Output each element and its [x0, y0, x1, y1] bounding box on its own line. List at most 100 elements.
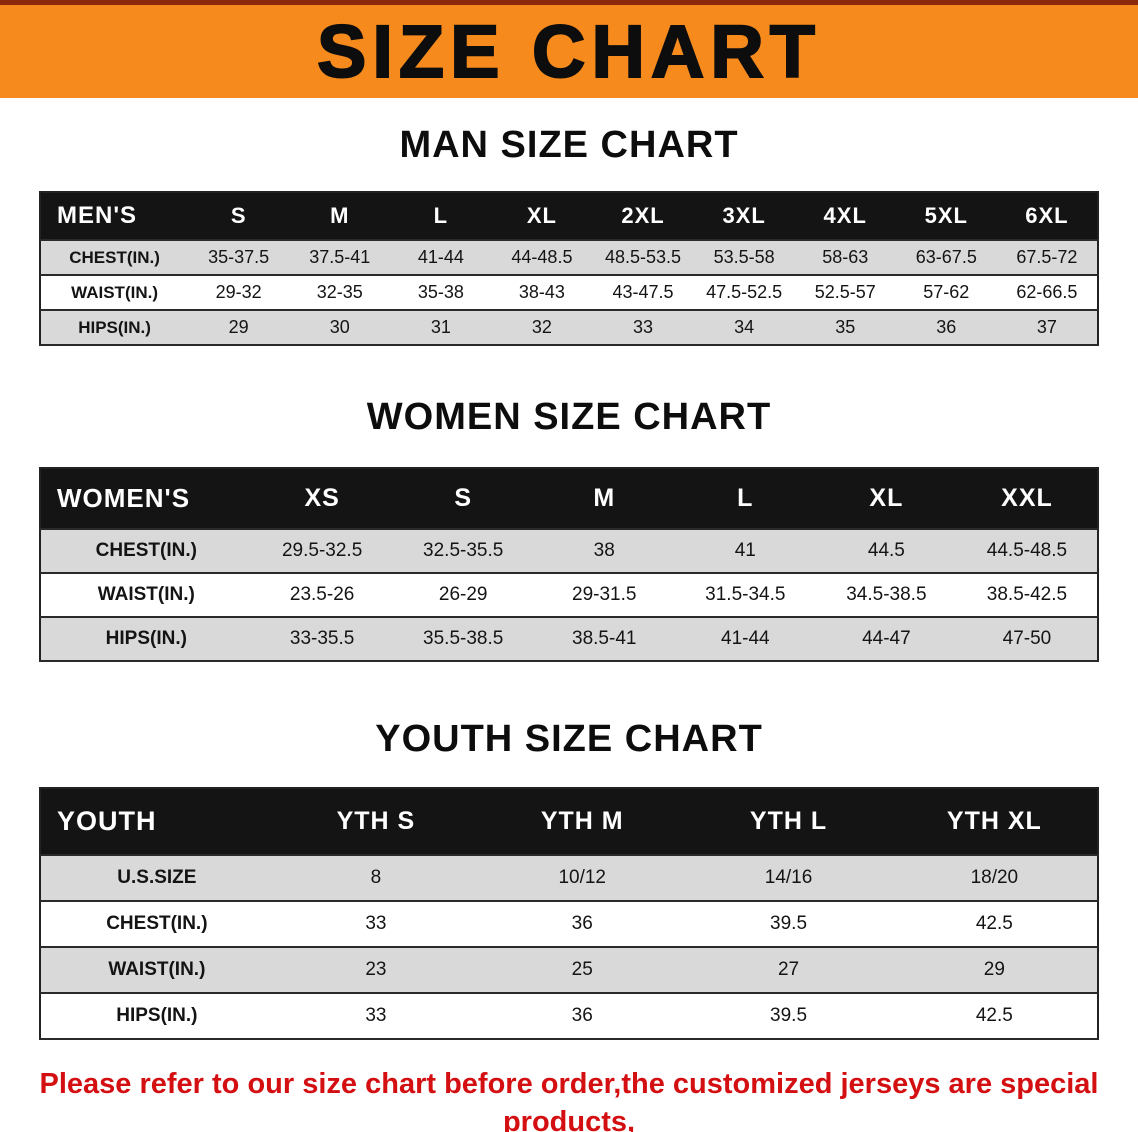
table-row: WAIST(IN.) 23.5-26 26-29 29-31.5 31.5-34.5 34… — [40, 572, 1098, 618]
size-value-cell: 42.5 — [891, 900, 1098, 948]
size-column-header: XS — [304, 484, 340, 512]
size-column-header: XXL — [1001, 484, 1053, 512]
size-column-header: M — [593, 484, 616, 512]
row-label-cell: HIPS(IN.) — [40, 309, 189, 346]
table-row: HIPS(IN.) 33 36 39.5 42.5 — [40, 992, 1098, 1040]
size-value-cell: 36 — [479, 992, 686, 1040]
size-value-cell: 42.5 — [891, 992, 1098, 1040]
youth-size-section: YOUTH SIZE CHART YOUTH YTH S YTH M YTH L YTH… — [0, 718, 1138, 1040]
size-value-cell: 41-44 — [674, 616, 816, 662]
size-value-cell: 10/12 — [479, 854, 686, 902]
size-value-cell: 23.5-26 — [251, 572, 393, 618]
size-value-cell: 38 — [533, 528, 675, 574]
size-value-cell: 33 — [272, 900, 480, 948]
size-value-cell: 18/20 — [891, 854, 1098, 902]
row-label-cell: WAIST(IN.) — [40, 946, 273, 994]
row-label-cell: U.S.SIZE — [40, 854, 273, 902]
size-value-cell: 35-37.5 — [188, 239, 290, 276]
size-value-cell: 44.5-48.5 — [956, 528, 1098, 574]
footer-notice-line1: Please refer to our size chart before or… — [39, 1068, 1099, 1132]
women-chart-heading: WOMEN SIZE CHART — [366, 396, 772, 438]
size-value-cell: 41-44 — [390, 239, 492, 276]
size-value-cell: 36 — [479, 900, 686, 948]
size-value-cell: 33 — [272, 992, 480, 1040]
table-title-cell: WOMEN'S — [57, 483, 191, 513]
row-label-cell: HIPS(IN.) — [40, 992, 273, 1040]
size-value-cell: 53.5-58 — [693, 239, 795, 276]
size-value-cell: 43-47.5 — [592, 274, 694, 311]
size-value-cell: 44-47 — [815, 616, 957, 662]
size-column-header: XL — [869, 484, 904, 512]
size-value-cell: 33 — [592, 309, 694, 346]
size-column-header: XL — [526, 203, 557, 228]
size-value-cell: 58-63 — [794, 239, 896, 276]
size-value-cell: 32-35 — [289, 274, 391, 311]
size-value-cell: 32.5-35.5 — [392, 528, 534, 574]
size-column-header: YTH S — [336, 807, 416, 835]
size-column-header: L — [433, 203, 449, 228]
table-header-row: MEN'S S M L XL 2XL 3XL 4XL 5XL 6XL — [40, 192, 1098, 240]
size-value-cell: 8 — [272, 854, 480, 902]
size-value-cell: 34 — [693, 309, 795, 346]
youth-size-table: YOUTH YTH S YTH M YTH L YTH XL U.S.SIZE 8 10/12… — [39, 787, 1099, 1040]
size-value-cell: 14/16 — [685, 854, 892, 902]
size-column-header: YTH M — [540, 807, 624, 835]
size-value-cell: 31.5-34.5 — [674, 572, 816, 618]
size-value-cell: 39.5 — [685, 900, 892, 948]
size-value-cell: 33-35.5 — [251, 616, 393, 662]
size-value-cell: 38-43 — [491, 274, 593, 311]
row-label-cell: CHEST(IN.) — [40, 239, 189, 276]
size-value-cell: 30 — [289, 309, 391, 346]
table-row: CHEST(IN.) 35-37.5 37.5-41 41-44 44-48.5 48.5… — [40, 239, 1098, 276]
size-value-cell: 35.5-38.5 — [392, 616, 534, 662]
banner: SIZE CHART — [0, 0, 1138, 98]
size-value-cell: 52.5-57 — [794, 274, 896, 311]
size-value-cell: 27 — [685, 946, 892, 994]
table-title-cell: MEN'S — [57, 202, 138, 229]
size-value-cell: 23 — [272, 946, 480, 994]
size-column-header: S — [454, 484, 473, 512]
row-label-cell: WAIST(IN.) — [40, 572, 252, 618]
size-value-cell: 38.5-42.5 — [956, 572, 1098, 618]
row-label-cell: CHEST(IN.) — [40, 900, 273, 948]
size-value-cell: 47-50 — [956, 616, 1098, 662]
size-value-cell: 29 — [188, 309, 290, 346]
banner-title: SIZE CHART — [316, 9, 821, 93]
footer-notice: Please refer to our size chart before or… — [0, 1066, 1138, 1132]
size-value-cell: 47.5-52.5 — [693, 274, 795, 311]
table-row: U.S.SIZE 8 10/12 14/16 18/20 — [40, 854, 1098, 902]
row-label-cell: CHEST(IN.) — [40, 528, 252, 574]
size-value-cell: 35 — [794, 309, 896, 346]
size-value-cell: 26-29 — [392, 572, 534, 618]
size-column-header: 5XL — [924, 203, 968, 228]
table-header-row: YOUTH YTH S YTH M YTH L YTH XL — [40, 788, 1098, 855]
size-value-cell: 31 — [390, 309, 492, 346]
size-value-cell: 39.5 — [685, 992, 892, 1040]
table-row: HIPS(IN.) 29 30 31 32 33 34 35 36 37 — [40, 309, 1098, 346]
table-header-row: WOMEN'S XS S M L XL XXL — [40, 468, 1098, 529]
size-column-header: L — [737, 484, 754, 512]
size-value-cell: 29 — [891, 946, 1098, 994]
size-column-header: YTH L — [749, 807, 828, 835]
size-value-cell: 63-67.5 — [895, 239, 997, 276]
table-title-cell: YOUTH — [57, 806, 157, 836]
table-row: CHEST(IN.) 29.5-32.5 32.5-35.5 38 41 44.5 44.5… — [40, 528, 1098, 574]
size-column-header: 2XL — [621, 203, 665, 228]
size-value-cell: 44-48.5 — [491, 239, 593, 276]
size-column-header: S — [230, 203, 247, 228]
size-value-cell: 62-66.5 — [996, 274, 1098, 311]
size-value-cell: 57-62 — [895, 274, 997, 311]
size-value-cell: 44.5 — [815, 528, 957, 574]
size-value-cell: 34.5-38.5 — [815, 572, 957, 618]
size-value-cell: 38.5-41 — [533, 616, 675, 662]
size-value-cell: 36 — [895, 309, 997, 346]
youth-chart-heading: YOUTH SIZE CHART — [375, 718, 763, 760]
table-row: WAIST(IN.) 29-32 32-35 35-38 38-43 43-47.5 47.… — [40, 274, 1098, 311]
size-value-cell: 25 — [479, 946, 686, 994]
size-value-cell: 29-31.5 — [533, 572, 675, 618]
women-size-table: WOMEN'S XS S M L XL XXL CHEST(IN.) 29.5-32.5 32.5… — [39, 467, 1099, 662]
size-column-header: M — [330, 203, 350, 228]
size-column-header: 3XL — [722, 203, 766, 228]
size-value-cell: 37 — [996, 309, 1098, 346]
size-value-cell: 29.5-32.5 — [251, 528, 393, 574]
